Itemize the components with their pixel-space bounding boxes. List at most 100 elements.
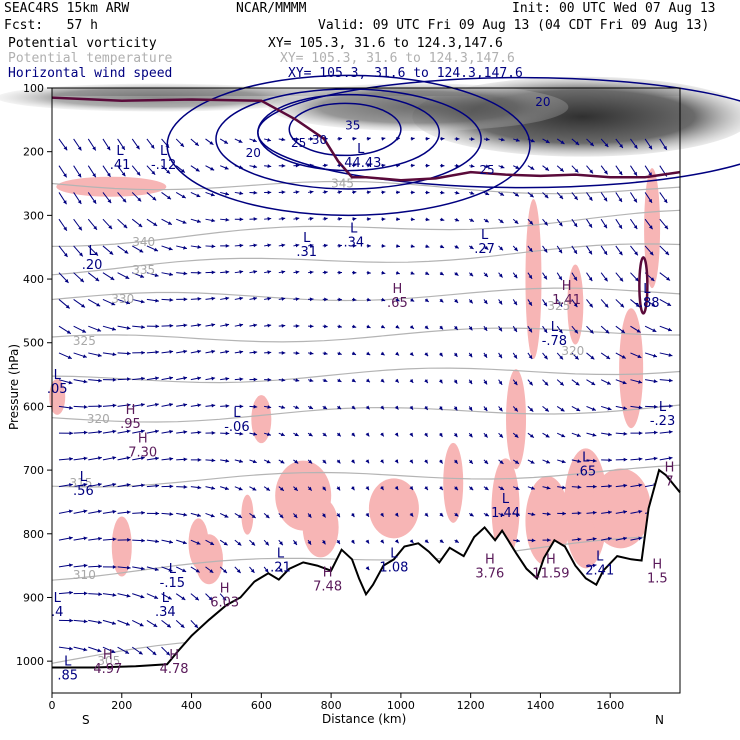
wind-vector bbox=[601, 405, 612, 411]
wind-vector-head bbox=[592, 432, 597, 437]
omega-blob bbox=[56, 176, 167, 197]
wind-vector-head bbox=[619, 143, 623, 148]
wind-vector-head bbox=[309, 270, 314, 275]
wind-vector-head bbox=[483, 299, 488, 304]
wind-vector-head bbox=[138, 223, 143, 228]
wind-vector bbox=[438, 459, 444, 464]
wind-vector-head bbox=[604, 303, 609, 308]
wind-vector bbox=[615, 431, 628, 436]
wind-vector-head bbox=[281, 270, 286, 274]
wind-vector bbox=[102, 456, 117, 461]
wind-vector-head bbox=[623, 431, 628, 436]
omega-blob bbox=[241, 494, 254, 535]
wind-vector bbox=[468, 352, 473, 358]
omega-blob bbox=[590, 468, 651, 549]
wind-vector bbox=[175, 192, 186, 199]
wind-vector bbox=[498, 272, 503, 278]
wind-vector-head bbox=[380, 432, 384, 437]
wind-vector-head bbox=[577, 485, 582, 490]
wind-vector-head bbox=[323, 217, 328, 221]
wind-vector bbox=[439, 298, 444, 303]
wind-vector bbox=[117, 298, 131, 305]
wind-vector bbox=[58, 299, 71, 309]
wind-vector bbox=[425, 163, 430, 168]
wind-vector-head bbox=[109, 250, 114, 255]
x-tick-label: 400 bbox=[181, 699, 202, 712]
wind-vector bbox=[365, 566, 370, 571]
wind-vector bbox=[176, 349, 188, 354]
wind-vector-head bbox=[590, 355, 595, 360]
wind-vector bbox=[395, 136, 401, 141]
wind-vector bbox=[117, 272, 130, 280]
wind-vector bbox=[395, 217, 401, 222]
wind-vector bbox=[409, 432, 414, 437]
wind-vector-head bbox=[545, 139, 550, 143]
wind-vector bbox=[205, 191, 215, 197]
wind-vector bbox=[102, 619, 117, 625]
wind-vector bbox=[615, 379, 627, 385]
wind-vector-head bbox=[365, 378, 370, 383]
wind-vector bbox=[365, 432, 370, 437]
wind-vector bbox=[117, 593, 131, 598]
wind-vector bbox=[220, 191, 230, 196]
wind-vector-head bbox=[663, 145, 667, 150]
theta-line bbox=[51, 243, 681, 276]
theta-line bbox=[51, 209, 681, 247]
wind-vector-head bbox=[140, 299, 145, 304]
wind-vector bbox=[102, 245, 114, 256]
wind-vector-head bbox=[123, 224, 128, 229]
wind-vector-head bbox=[111, 301, 116, 306]
wind-vector-head bbox=[543, 248, 548, 253]
wind-vector-head bbox=[338, 136, 342, 141]
wind-vector bbox=[366, 270, 371, 275]
wind-vector-head bbox=[592, 537, 597, 541]
extremum-value: .56 bbox=[73, 484, 94, 499]
wind-vector bbox=[645, 379, 658, 384]
extremum-value: .21 bbox=[270, 560, 291, 575]
wind-vector-head bbox=[197, 485, 202, 490]
wind-vector-head bbox=[93, 225, 97, 230]
wind-vector-head bbox=[141, 376, 145, 381]
wind-vector-head bbox=[338, 297, 343, 302]
wind-vector bbox=[293, 405, 300, 410]
wind-vector-head bbox=[308, 459, 313, 464]
wind-vector bbox=[586, 352, 595, 360]
wind-vector bbox=[278, 350, 286, 355]
wind-vector bbox=[58, 431, 73, 436]
wind-vector-head bbox=[106, 146, 111, 151]
wind-vector bbox=[439, 271, 445, 276]
wind-vector bbox=[307, 405, 314, 410]
wind-vector-head bbox=[638, 509, 643, 514]
wind-vector-head bbox=[140, 274, 145, 278]
extremum-value: .05 bbox=[47, 382, 68, 397]
wind-vector bbox=[102, 403, 117, 408]
wind-vector-head bbox=[499, 246, 504, 251]
wind-vector bbox=[219, 566, 228, 574]
wind-vector bbox=[321, 539, 326, 545]
wind-vector bbox=[527, 192, 534, 198]
wind-vector bbox=[73, 352, 87, 359]
wind-vector-head bbox=[561, 433, 566, 438]
wind-vector bbox=[615, 536, 628, 541]
extremum-marker: L bbox=[162, 591, 170, 606]
wind-vector bbox=[571, 379, 580, 386]
wind-vector-head bbox=[653, 456, 658, 461]
wind-vector-head bbox=[183, 457, 188, 462]
wind-vector bbox=[190, 218, 201, 223]
wind-vector bbox=[615, 272, 624, 282]
wind-vector-head bbox=[589, 142, 594, 147]
wind-vector bbox=[264, 350, 272, 355]
wind-vector bbox=[176, 218, 187, 224]
wind-vector bbox=[58, 325, 72, 335]
wind-vector bbox=[132, 402, 145, 407]
wind-vector-head bbox=[409, 351, 414, 356]
wind-vector bbox=[234, 296, 244, 301]
wind-vector bbox=[161, 457, 174, 461]
wind-vector-head bbox=[637, 354, 642, 359]
wind-vector-head bbox=[350, 539, 355, 544]
wind-vector bbox=[161, 349, 174, 354]
wind-vector-head bbox=[338, 324, 342, 329]
wind-vector bbox=[542, 272, 548, 280]
wind-vector-head bbox=[69, 563, 73, 568]
wind-vector bbox=[322, 405, 328, 410]
